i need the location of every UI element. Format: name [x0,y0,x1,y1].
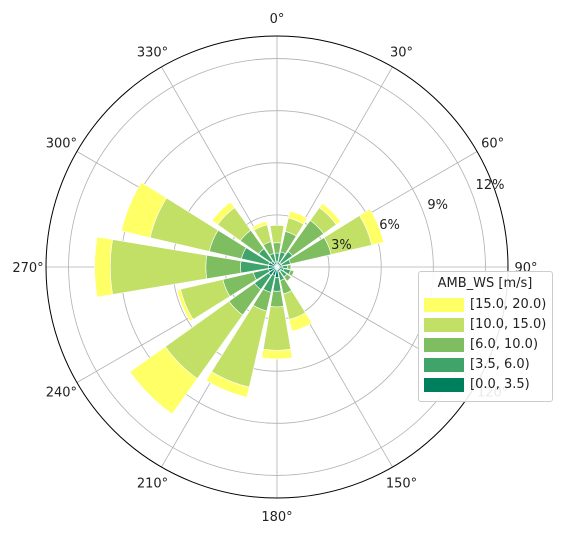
legend-item: [15.0, 20.0) [424,295,546,314]
polar-outline [45,35,509,499]
radial-tick-label: 12% [476,178,505,193]
legend-title: AMB_WS [m/s] [437,276,533,291]
legend-label: [6.0, 10.0) [470,337,539,352]
legend-item: [6.0, 10.0) [424,335,546,354]
radial-tick-label: 6% [379,218,400,233]
bar-segment [262,306,292,351]
bar-segment [251,220,268,231]
bar-segment [176,288,194,322]
radial-tick-label: 3% [331,238,352,253]
bar-segment [129,346,198,415]
legend-swatch [424,357,464,372]
legend: AMB_WS [m/s] [15.0, 20.0) [10.0, 15.0) [6.… [418,271,553,402]
bar-segment [272,242,282,254]
bar-segment [269,225,285,244]
radial-tick-label: 9% [427,198,448,213]
legend-item: [3.5, 6.0) [424,355,546,374]
legend-items: [15.0, 20.0) [10.0, 15.0) [6.0, 10.0) [3.5,… [424,295,546,394]
direction-tick-label: 60° [481,137,504,152]
direction-tick-label: 270° [12,261,43,276]
direction-tick-label: 330° [137,45,168,60]
legend-label: [3.5, 6.0) [470,357,530,372]
legend-swatch [424,297,464,312]
bar-segment [261,348,293,360]
bar-segment [94,236,113,298]
bar-segment [286,264,292,270]
bar-segment [211,201,236,226]
bar-segment [205,254,242,280]
legend-label: [0.0, 3.5) [470,377,530,392]
bar-segment [318,202,342,226]
direction-tick-label: 30° [390,45,413,60]
bar-segment [288,269,295,277]
legend-swatch [424,317,464,332]
direction-tick-label: 300° [46,137,77,152]
direction-tick-label: 210° [137,477,168,492]
bar-segment [287,210,308,225]
direction-tick-label: 0° [270,12,285,27]
bar-segment [270,290,284,308]
windrose-bars [94,181,384,415]
legend-label: [10.0, 15.0) [470,317,547,332]
radial-tick-labels: 3% 6% 9% 12% [331,178,504,253]
legend-label: [15.0, 20.0) [470,297,547,312]
legend-item: [0.0, 3.5) [424,375,546,394]
bar-segment [359,208,384,246]
legend-item: [10.0, 15.0) [424,315,546,334]
bar-segment [288,312,313,332]
bar-segment [283,273,292,282]
direction-tick-label: 150° [386,477,417,492]
bar-segment [281,264,288,270]
direction-tick-label: 240° [46,386,77,401]
legend-swatch [424,377,464,392]
direction-tick-label: 180° [261,510,292,525]
bar-segment [120,181,167,239]
legend-swatch [424,337,464,352]
bar-segment [205,371,250,398]
